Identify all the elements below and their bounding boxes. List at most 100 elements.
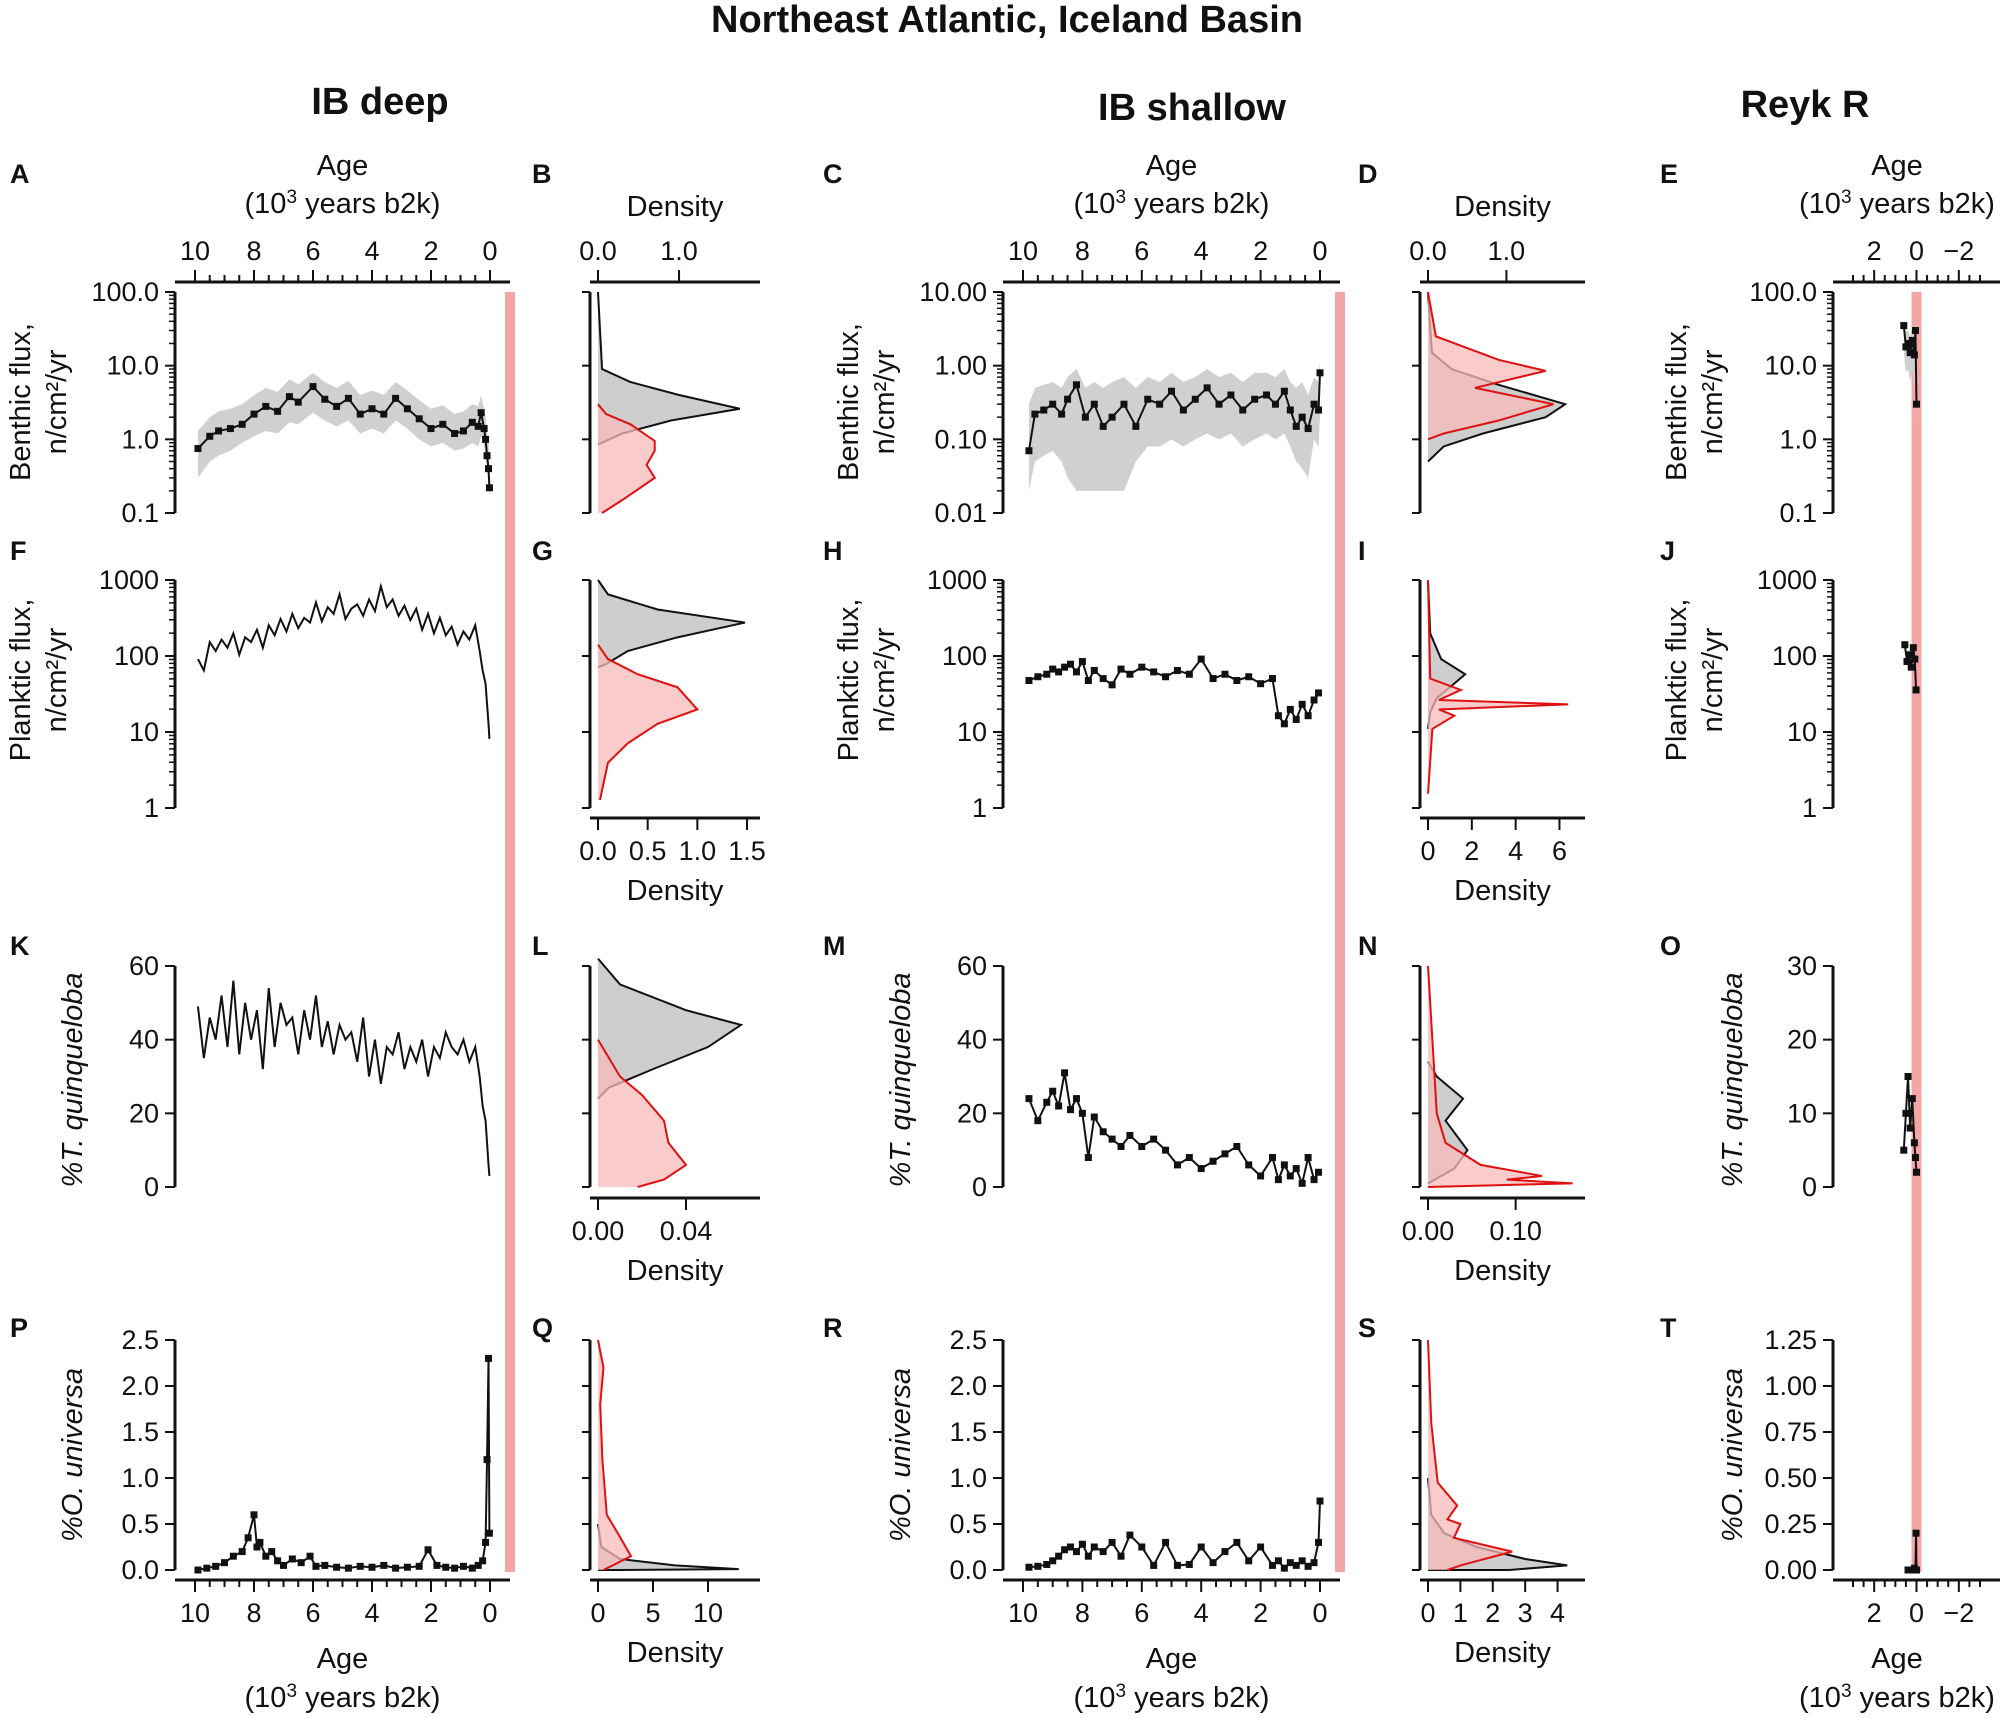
- data-point-M: [1034, 1117, 1042, 1125]
- data-point-H: [1099, 675, 1107, 683]
- y-label-F: Planktic flux,: [5, 599, 37, 762]
- y-tick-label-E: 10.0: [1764, 351, 1817, 381]
- panel-S: 0 1 2 3 4 Density: [1412, 1339, 1585, 1669]
- panel-letter-A: A: [10, 159, 30, 189]
- y-tick-label-T: 1.25: [1764, 1325, 1817, 1355]
- data-point-C: [1263, 391, 1271, 399]
- event-bands: [505, 292, 1922, 1572]
- data-point-A: [468, 418, 476, 426]
- panel-letter-H: H: [823, 536, 843, 566]
- density-line-red-D: [1427, 291, 1554, 441]
- data-point-M: [1315, 1168, 1323, 1176]
- data-point-C: [1280, 387, 1288, 395]
- density-fill-gray-G: [598, 580, 746, 668]
- x-tick-label-S: 4: [1550, 1598, 1565, 1628]
- data-point-A: [356, 410, 364, 418]
- column-title-reyk-r: Reyk R: [1741, 84, 1870, 126]
- data-point-O: [1910, 1139, 1918, 1147]
- data-point-P: [485, 1354, 493, 1362]
- x-tick-label-E: 0: [1909, 236, 1924, 266]
- data-point-H: [1257, 680, 1265, 688]
- data-point-P: [424, 1546, 432, 1554]
- species-prefix: %: [57, 1162, 89, 1188]
- species-prefix: %: [885, 1516, 917, 1542]
- data-point-P: [297, 1559, 305, 1567]
- data-point-C: [1120, 400, 1128, 408]
- density-line-red-N: [1427, 965, 1573, 1188]
- y-label-units-F: n/cm²/yr: [41, 627, 73, 732]
- y-tick-label-O: 30: [1787, 951, 1817, 981]
- data-point-C: [1316, 369, 1324, 377]
- data-point-E: [1910, 351, 1918, 359]
- data-point-M: [1072, 1095, 1080, 1103]
- data-point-R: [1043, 1560, 1051, 1568]
- y-tick-label-H: 1: [972, 793, 987, 823]
- density-fill-gray-B: [598, 292, 740, 445]
- data-point-M: [1162, 1146, 1170, 1154]
- data-point-C: [1227, 391, 1235, 399]
- age-units-E: (103 years b2k): [1799, 187, 1995, 220]
- x-tick-label-A: 8: [246, 236, 261, 266]
- species-prefix: %: [1717, 1162, 1749, 1188]
- x-tick-label-I: 4: [1508, 836, 1523, 866]
- event-band-E: [1911, 292, 1922, 1572]
- x-tick-label-T: −2: [1943, 1598, 1974, 1628]
- y-label-units-C: n/cm²/yr: [869, 349, 901, 454]
- y-tick-label-P: 1.5: [121, 1417, 159, 1447]
- y-tick-label-A: 100.0: [91, 277, 159, 307]
- data-point-R: [1304, 1562, 1312, 1570]
- x-tick-label-S: 3: [1518, 1598, 1533, 1628]
- data-point-C: [1203, 384, 1211, 392]
- data-point-C: [1064, 395, 1072, 403]
- series-line-M: [1028, 1072, 1320, 1187]
- data-point-R: [1292, 1561, 1300, 1569]
- data-point-M: [1084, 1154, 1092, 1162]
- x-tick-label-L: 0.04: [660, 1216, 713, 1246]
- density-label-L: Density: [627, 1255, 724, 1287]
- data-point-P: [288, 1555, 296, 1563]
- y-label-R: %O. universa: [885, 1368, 917, 1542]
- density-label-Q: Density: [627, 1637, 724, 1669]
- data-point-A: [333, 402, 341, 410]
- y-label-H: Planktic flux,: [833, 599, 865, 762]
- age-units-suffix: years b2k): [1126, 188, 1269, 220]
- data-point-H: [1197, 655, 1205, 663]
- y-tick-label-R: 2.5: [949, 1325, 987, 1355]
- data-point-H: [1209, 675, 1217, 683]
- data-point-A: [250, 410, 258, 418]
- y-tick-label-M: 0: [972, 1172, 987, 1202]
- y-tick-label-O: 0: [1802, 1172, 1817, 1202]
- data-point-M: [1292, 1165, 1300, 1173]
- data-point-J: [1905, 651, 1913, 659]
- species-prefix: %: [1717, 1516, 1749, 1542]
- age-units-R: (103 years b2k): [1074, 1681, 1270, 1714]
- y-tick-label-F: 10: [129, 717, 159, 747]
- data-point-R: [1280, 1564, 1288, 1572]
- data-point-C: [1315, 406, 1323, 414]
- data-point-C: [1191, 395, 1199, 403]
- data-point-M: [1221, 1150, 1229, 1158]
- panel-letter-E: E: [1660, 159, 1678, 189]
- data-point-A: [392, 394, 400, 402]
- x-tick-label-B: 0.0: [579, 236, 617, 266]
- y-tick-label-O: 10: [1787, 1098, 1817, 1128]
- data-point-H: [1304, 712, 1312, 720]
- data-point-M: [1061, 1069, 1069, 1077]
- data-point-A: [415, 415, 423, 423]
- x-tick-label-A: 4: [364, 236, 379, 266]
- x-tick-label-R: 0: [1312, 1598, 1327, 1628]
- data-point-M: [1138, 1142, 1146, 1150]
- data-point-C: [1292, 422, 1300, 430]
- x-tick-label-G: 1.0: [679, 836, 717, 866]
- data-point-P: [268, 1548, 276, 1556]
- x-tick-label-T: 0: [1909, 1598, 1924, 1628]
- x-tick-label-C: 2: [1253, 236, 1268, 266]
- density-line-red-G: [597, 644, 700, 801]
- data-point-R: [1090, 1543, 1098, 1551]
- data-point-H: [1025, 676, 1033, 684]
- data-point-R: [1162, 1538, 1170, 1546]
- data-point-R: [1274, 1557, 1282, 1565]
- data-point-R: [1117, 1552, 1125, 1560]
- species-name: T. quinqueloba: [1717, 972, 1749, 1161]
